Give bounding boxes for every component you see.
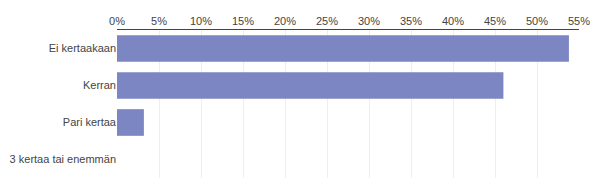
svg-text:55%: 55% <box>568 15 590 27</box>
svg-text:5%: 5% <box>151 15 167 27</box>
svg-text:Pari kertaa: Pari kertaa <box>63 116 117 128</box>
svg-text:50%: 50% <box>526 15 548 27</box>
svg-text:40%: 40% <box>442 15 464 27</box>
svg-text:45%: 45% <box>484 15 506 27</box>
svg-text:25%: 25% <box>316 15 338 27</box>
svg-text:0%: 0% <box>109 15 125 27</box>
svg-text:Ei kertaakaan: Ei kertaakaan <box>49 42 116 54</box>
svg-text:10%: 10% <box>190 15 212 27</box>
svg-text:20%: 20% <box>274 15 296 27</box>
svg-text:Kerran: Kerran <box>83 79 116 91</box>
svg-text:3 kertaa tai enemmän: 3 kertaa tai enemmän <box>10 153 116 165</box>
svg-text:35%: 35% <box>400 15 422 27</box>
svg-text:15%: 15% <box>232 15 254 27</box>
svg-text:30%: 30% <box>358 15 380 27</box>
